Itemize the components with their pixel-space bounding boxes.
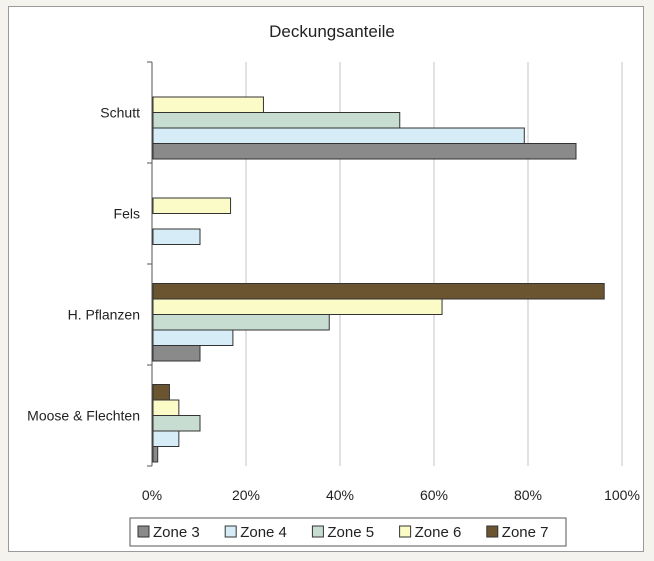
legend-label: Zone 6: [415, 524, 462, 541]
category-label: Fels: [114, 206, 140, 222]
legend-swatch: [311, 525, 324, 538]
bar: [152, 96, 264, 113]
x-tick-label: 100%: [604, 487, 640, 503]
bar: [152, 399, 180, 416]
bar: [152, 127, 525, 144]
x-tick-label: 0%: [142, 487, 162, 503]
bar: [152, 228, 201, 245]
bar: [152, 283, 605, 300]
category-label: H. Pflanzen: [68, 307, 140, 323]
x-tick-label: 80%: [514, 487, 542, 503]
legend-swatch: [399, 525, 412, 538]
category-label: Schutt: [100, 105, 140, 121]
axes: [147, 61, 153, 467]
x-tick-label: 40%: [326, 487, 354, 503]
legend-label: Zone 3: [153, 524, 200, 541]
legend-swatch: [137, 525, 150, 538]
bar: [152, 384, 170, 401]
legend-label: Zone 5: [327, 524, 374, 541]
category-labels: Schutt Fels H. Pflanzen Moose & Flechten: [27, 105, 140, 424]
legend-swatch: [486, 525, 499, 538]
x-tick-labels: 0% 20% 40% 60% 80% 100%: [142, 487, 640, 503]
chart-title: Deckungsanteile: [269, 22, 395, 41]
bar: [152, 345, 201, 362]
bar: [152, 143, 577, 160]
legend: Zone 3 Zone 4 Zone 5 Zone 6 Zone 7: [129, 517, 567, 547]
bar: [152, 112, 401, 129]
legend-label: Zone 4: [240, 524, 287, 541]
bar: [152, 430, 180, 447]
legend-swatch: [224, 525, 237, 538]
bar: [152, 314, 330, 331]
bar: [152, 197, 232, 214]
x-tick-label: 20%: [232, 487, 260, 503]
bar: [152, 446, 159, 463]
chart-frame: [8, 6, 644, 552]
x-tick-label: 60%: [420, 487, 448, 503]
category-label: Moose & Flechten: [27, 408, 140, 424]
bar: [152, 415, 201, 432]
bar: [152, 329, 234, 346]
bars: [152, 96, 605, 463]
bar: [152, 298, 443, 315]
legend-label: Zone 7: [502, 524, 549, 541]
